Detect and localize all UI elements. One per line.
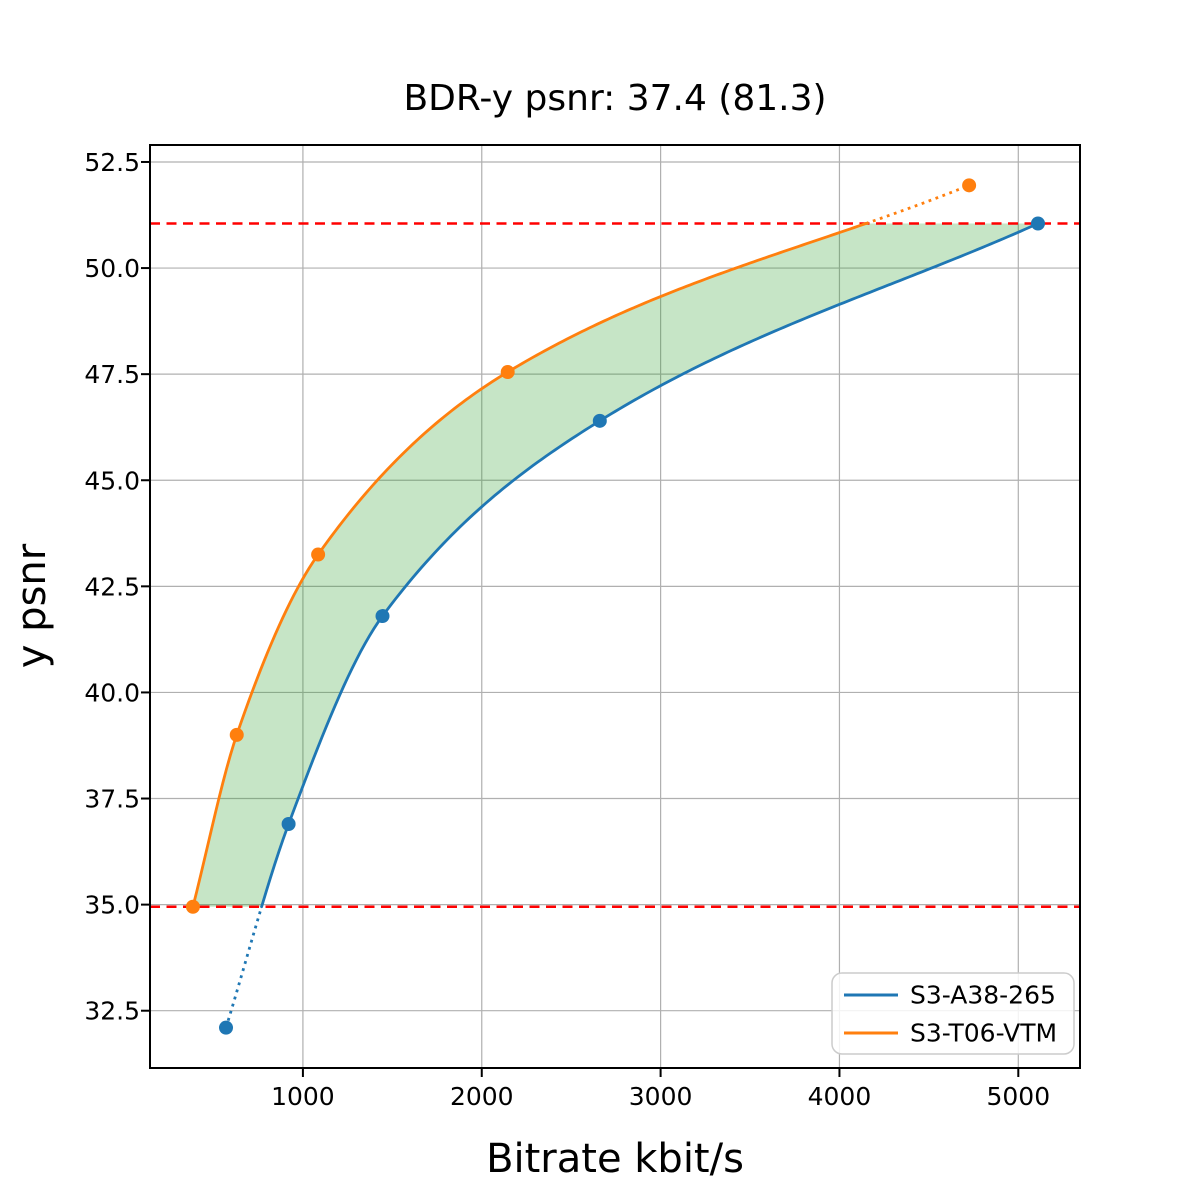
y-tick-label: 32.5 [84,997,140,1026]
y-tick-label: 35.0 [84,891,140,920]
x-tick-label: 1000 [271,1082,335,1111]
data-point-s3-a38-265 [219,1020,234,1035]
y-axis-label: y psnr [9,543,55,668]
y-tick-label: 52.5 [84,148,140,177]
series-layer [185,178,1045,1035]
y-tick-label: 42.5 [84,572,140,601]
data-point-s3-a38-265 [375,609,390,624]
x-tick-label: 2000 [450,1082,514,1111]
tick-marks-layer [141,160,1020,1077]
data-point-s3-a38-265 [281,816,296,831]
data-point-s3-t06-vtm [229,727,244,742]
bd-shaded-area [192,223,1038,907]
data-point-s3-t06-vtm [962,178,977,193]
chart-title: BDR-y psnr: 37.4 (81.3) [403,78,826,119]
data-point-s3-a38-265 [592,413,607,428]
legend: S3-A38-265 S3-T06-VTM [831,972,1075,1055]
data-point-s3-t06-vtm [185,899,200,914]
data-point-s3-t06-vtm [311,547,326,562]
legend-label: S3-A38-265 [910,981,1056,1010]
tick-labels-layer: 1000 2000 3000 4000 5000 32.5 35.0 37.5 40.0 42.5… [84,148,1050,1111]
x-tick-label: 5000 [986,1082,1050,1111]
series-dotted-extension-s3-a38-265 [224,906,263,1029]
y-tick-label: 50.0 [84,254,140,283]
x-tick-label: 3000 [629,1082,693,1111]
x-axis-label: Bitrate kbit/s [486,1136,744,1182]
data-point-s3-a38-265 [1030,216,1045,231]
grid-layer [150,145,1080,1068]
overlap-hlines-layer [150,222,1080,908]
series-line-s3-t06-vtm [191,222,868,909]
plot-frame [149,144,1081,1069]
x-tick-label: 4000 [808,1082,872,1111]
y-tick-label: 40.0 [84,678,140,707]
series-dotted-extension-s3-t06-vtm [865,184,970,225]
y-tick-label: 45.0 [84,466,140,495]
y-tick-label: 47.5 [84,360,140,389]
data-point-s3-t06-vtm [500,365,515,380]
bd-area-fill-layer [192,223,1038,907]
y-tick-label: 37.5 [84,785,140,814]
legend-label: S3-T06-VTM [910,1019,1057,1048]
series-line-s3-a38-265 [260,222,1040,909]
